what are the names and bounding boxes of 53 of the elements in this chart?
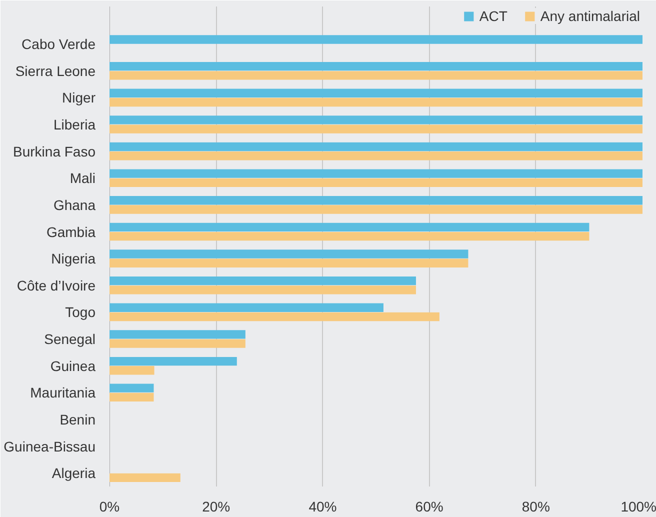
bar [110,356,237,366]
bar [110,222,590,232]
y-tick-label: Niger [62,90,96,106]
y-tick-label: Mali [70,170,96,186]
y-tick-label: Sierra Leone [15,62,96,79]
bar [110,384,154,392]
bar [110,339,246,348]
y-tick-label: Cabo Verde [22,36,96,52]
bar [110,124,642,134]
x-tick-label: 40% [308,498,337,514]
y-tick-label: Algeria [52,465,96,482]
bar [110,205,642,214]
y-tick-label: Guinea-Bissau [4,438,96,454]
y-tick-label: Mauritania [30,384,96,401]
bar [110,178,642,188]
y-tick-label: Côte d’Ivoire [16,277,96,294]
y-tick-label: Nigeria [51,250,96,267]
bar [110,473,180,482]
bar [110,98,642,107]
bar [110,232,590,241]
y-tick-label: Ghana [53,196,96,213]
legend-label: Any antimalarial [540,8,640,24]
bar [110,196,642,205]
bar [110,71,642,80]
bar [110,392,154,402]
legend-label: ACT [479,8,508,24]
bar [110,330,246,339]
bar [110,169,642,178]
bar [110,116,642,124]
bar [110,276,416,286]
bar [110,258,468,268]
x-tick-label: 20% [202,498,230,514]
bar [110,366,154,375]
y-tick-label: Senegal [44,331,96,348]
bar [110,303,384,312]
bar [110,286,416,294]
bar [110,312,440,322]
y-tick-label: Togo [65,304,96,320]
bar [110,250,468,258]
y-tick-label: Guinea [50,358,96,374]
x-tick-label: 0% [99,498,120,514]
y-tick-label: Benin [60,411,96,428]
x-tick-label: 60% [415,498,444,514]
x-tick-label: 100% [620,498,656,514]
y-tick-label: Liberia [53,116,96,132]
bar [110,62,642,71]
y-tick-label: Gambia [46,224,96,240]
bar [110,35,642,44]
bar [110,88,642,98]
y-tick-label: Burkina Faso [13,143,96,160]
bar [110,142,642,152]
bar [110,152,642,160]
x-tick-label: 80% [522,498,550,514]
